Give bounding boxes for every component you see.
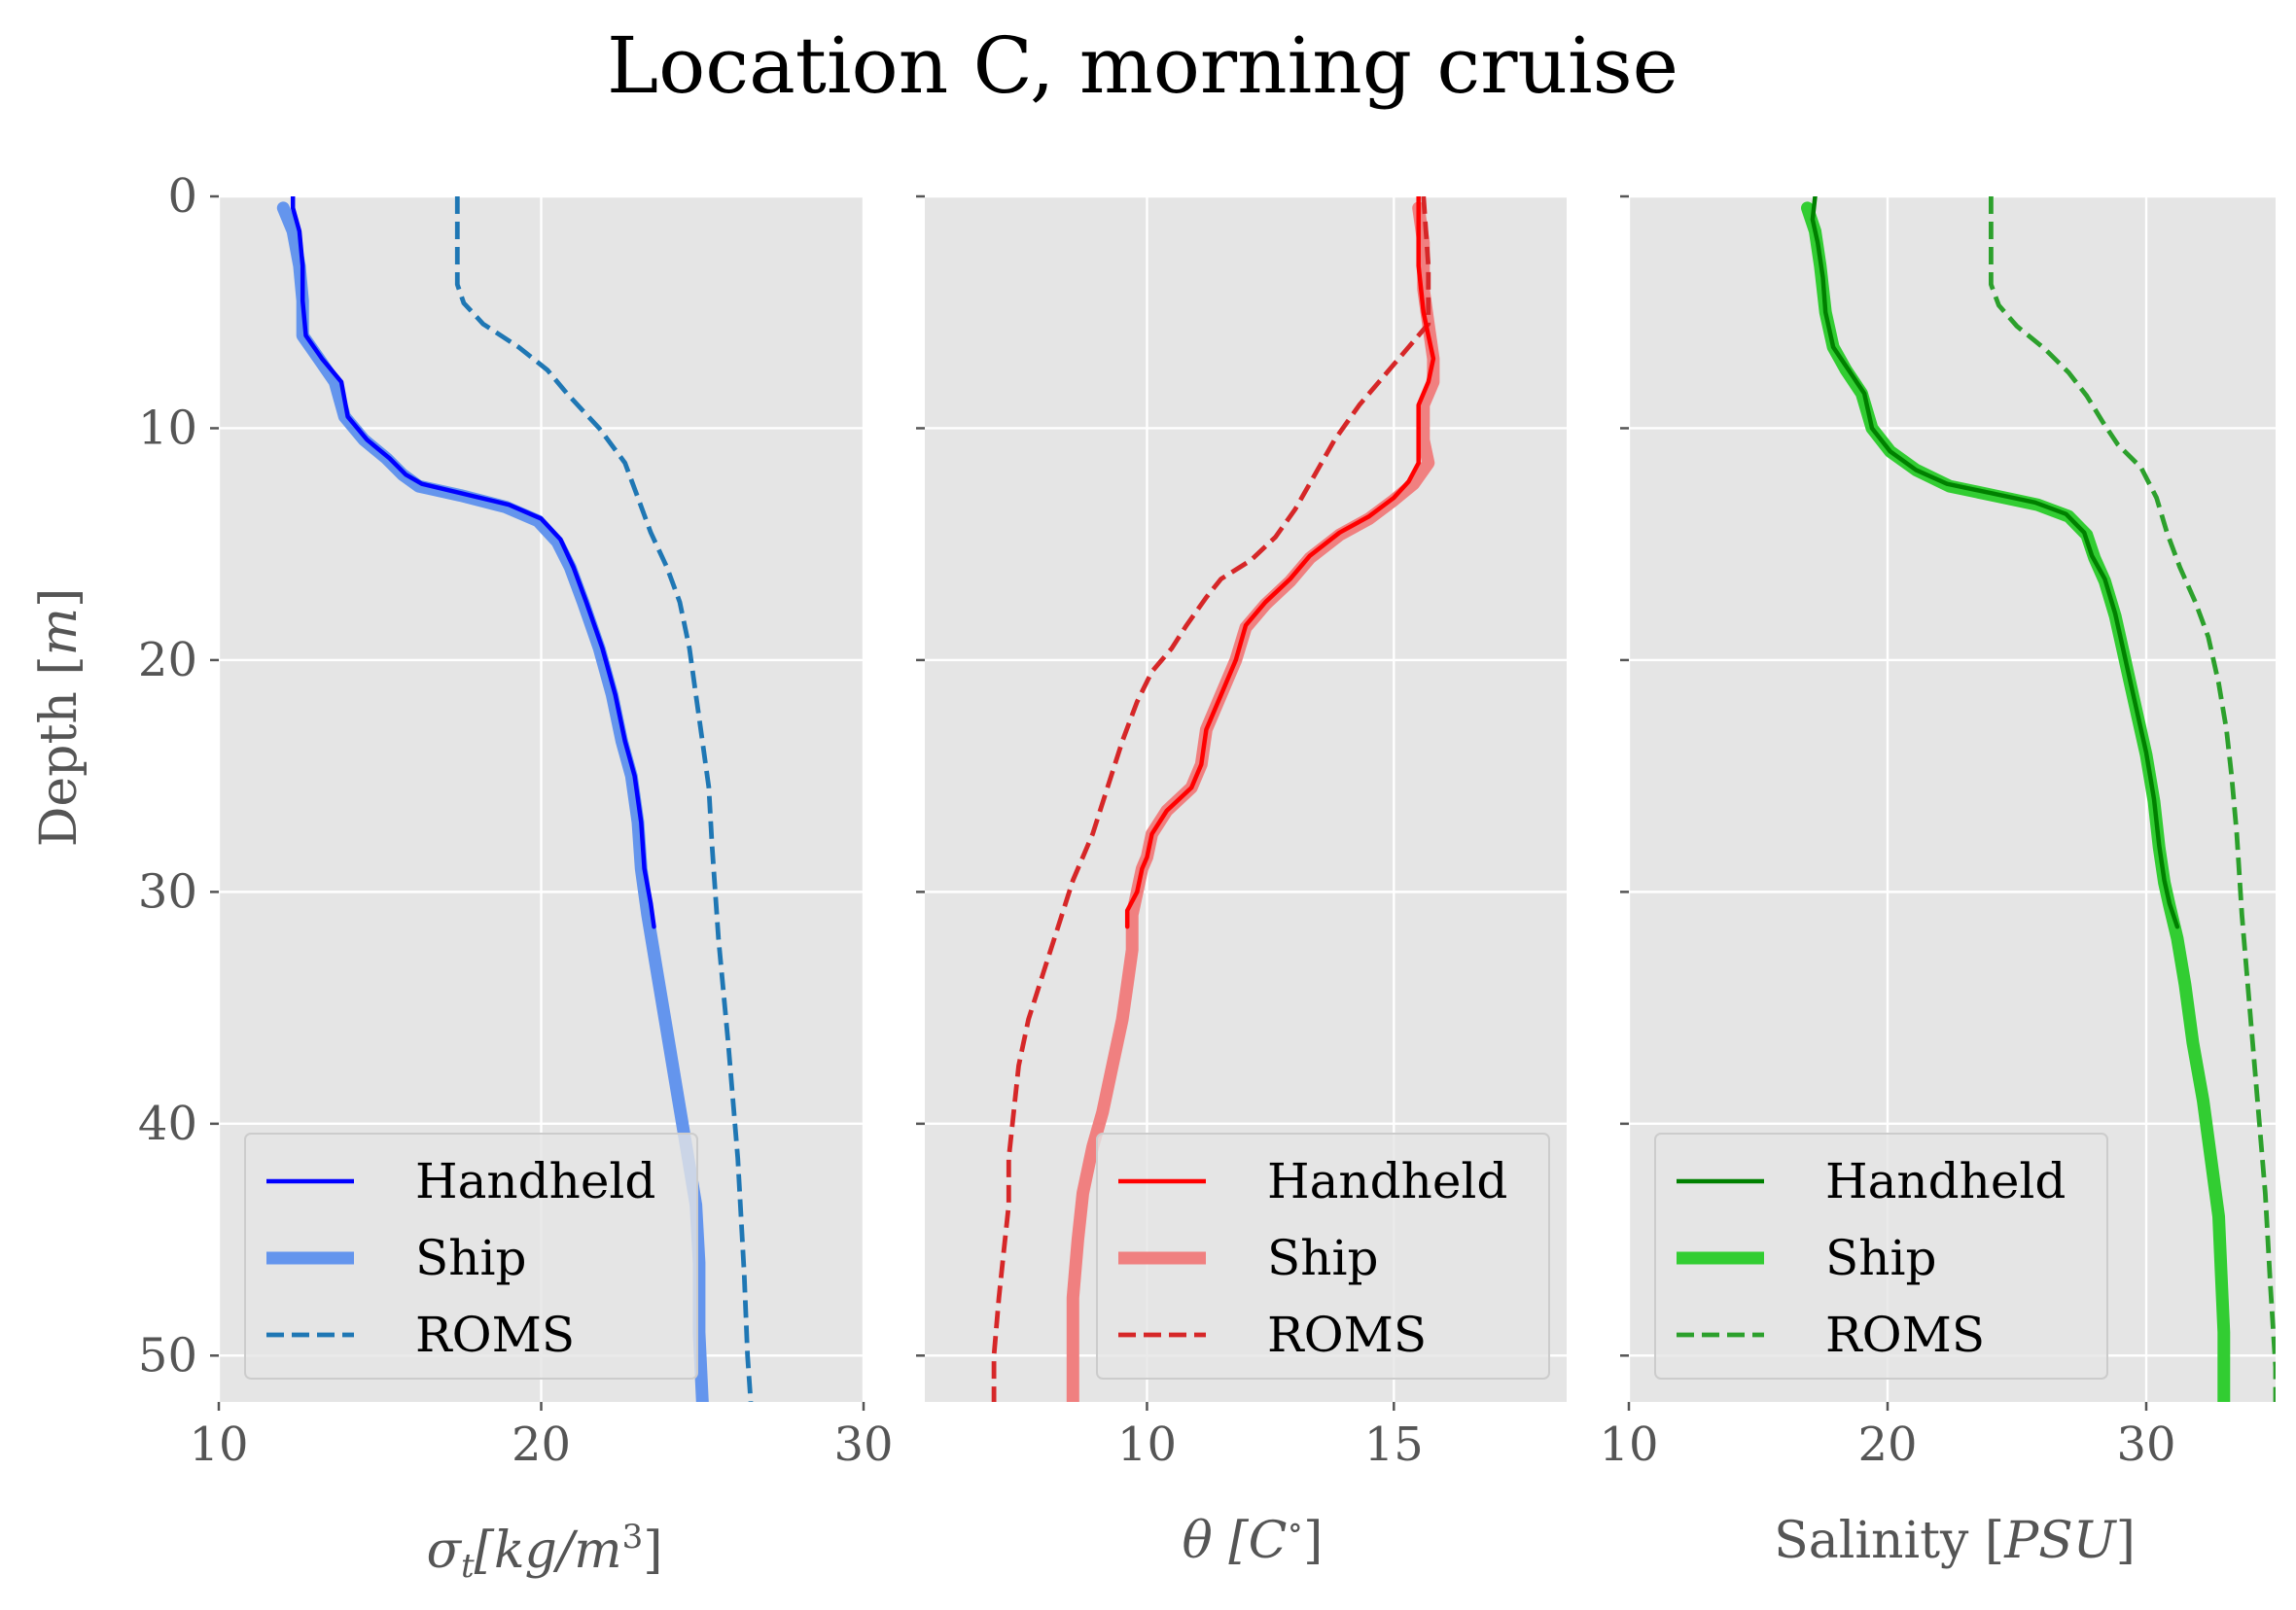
series-line-roms-density (454, 196, 754, 1402)
legend-label-ship: Ship (1267, 1230, 1378, 1286)
xlabel-sup: 3 (622, 1518, 644, 1557)
svg-text:Depth [m]: Depth [m] (30, 588, 88, 848)
xlabel-close: ] (643, 1522, 662, 1580)
x-tick-label: 20 (1857, 1418, 1917, 1472)
legend-label-ship: Ship (1825, 1230, 1936, 1286)
xlabel-close: ] (1303, 1512, 1323, 1570)
xlabel-close: ] (2116, 1512, 2136, 1570)
ylabel-close: ] (30, 588, 88, 608)
legend-density: Handheld Ship ROMS (244, 1133, 698, 1380)
legend-label-roms: ROMS (1825, 1307, 1985, 1363)
x-tick-label: 20 (512, 1418, 571, 1472)
figure-title: Location C, morning cruise (607, 20, 1678, 111)
legend-frame (1654, 1133, 2108, 1380)
x-tick-label: 30 (2116, 1418, 2175, 1472)
subplot-density: 10 20 30 0 10 20 30 40 50 Handheld Ship ROMS Depth … (30, 169, 894, 1586)
xlabel-theta: θ (1183, 1512, 1213, 1570)
y-tick-label: 20 (138, 633, 197, 687)
legend-label-handheld: Handheld (415, 1153, 655, 1209)
xlabel-sub: t (461, 1547, 475, 1586)
x-axis-label-density: σt[kg/m3] (426, 1518, 662, 1586)
y-tick-label: 30 (138, 864, 197, 919)
x-tick-label: 10 (1117, 1418, 1177, 1472)
series-line-roms-temperature (991, 196, 1431, 1402)
x-axis-label-temperature: θ [C∘] (1183, 1508, 1324, 1570)
xlabel-unit: [kg/m (475, 1522, 622, 1580)
ylabel-main: Depth [ (30, 655, 88, 847)
series-line-handheld-density (290, 196, 656, 929)
legend-label-ship: Ship (415, 1230, 526, 1286)
x-tick-label: 10 (1599, 1418, 1658, 1472)
xlabel-sup: ∘ (1287, 1508, 1303, 1547)
x-tick-label: 15 (1364, 1418, 1424, 1472)
legend-label-handheld: Handheld (1825, 1153, 2066, 1209)
y-tick-label: 50 (138, 1328, 197, 1382)
xlabel-main: Salinity [ (1774, 1512, 2004, 1570)
xlabel-sigma: σ (426, 1522, 462, 1580)
x-tick-label: 10 (189, 1418, 248, 1472)
y-tick-label: 0 (167, 169, 197, 224)
x-axis-label-salinity: Salinity [PSU] (1774, 1512, 2136, 1570)
ylabel-unit: m (30, 608, 88, 655)
xlabel-unit: [C (1213, 1512, 1288, 1570)
series-line-roms-salinity (1989, 196, 2276, 1402)
y-axis-label: Depth [m] (30, 588, 88, 848)
series-line-handheld-temperature (1124, 196, 1436, 929)
series-line-handheld-salinity (1810, 196, 2180, 929)
legend-salinity: Handheld Ship ROMS (1654, 1133, 2108, 1380)
series-line-ship-density (276, 201, 709, 1402)
y-tick-label: 10 (138, 401, 197, 455)
legend-frame (244, 1133, 698, 1380)
subplot-salinity: 10 20 30 Handheld Ship ROMS Salinity [PSU] (1599, 194, 2276, 1570)
subplot-temperature: 10 15 Handheld Ship ROMS θ [C∘] (916, 194, 1567, 1570)
xlabel-unit: PSU (2003, 1512, 2118, 1570)
legend-label-roms: ROMS (415, 1307, 575, 1363)
legend-temperature: Handheld Ship ROMS (1096, 1133, 1550, 1380)
y-tick-label: 40 (138, 1097, 197, 1151)
legend-frame (1096, 1133, 1550, 1380)
legend-label-roms: ROMS (1267, 1307, 1427, 1363)
legend-label-handheld: Handheld (1267, 1153, 1507, 1209)
x-tick-label: 30 (833, 1418, 893, 1472)
